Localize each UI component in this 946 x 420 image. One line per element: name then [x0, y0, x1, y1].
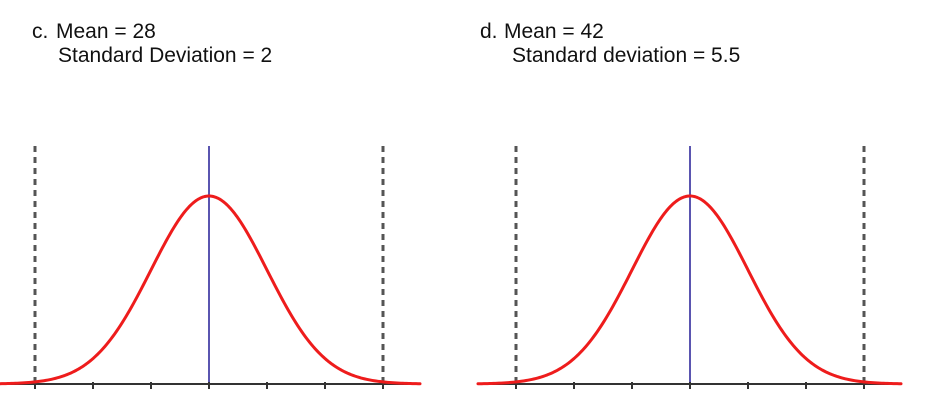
problem-d-mean-text: Mean = 42 [504, 20, 604, 43]
normal-curve-chart-d [476, 146, 903, 389]
problem-c-sd-label: Standard Deviation = 2 [58, 44, 273, 67]
problem-d-panel: d. Mean = 42 Standard deviation = 5.5 [470, 0, 946, 420]
problem-c-letter: c. [32, 20, 49, 43]
problem-c-mean-text: Mean = 28 [56, 20, 156, 43]
problem-c-panel: c. Mean = 28 Standard Deviation = 2 [0, 0, 470, 420]
problem-d-mean-label: d. Mean = 42 [480, 20, 604, 44]
problem-c-mean-label: c. Mean = 28 [32, 20, 156, 44]
problem-d-sd-label: Standard deviation = 5.5 [512, 44, 741, 67]
normal-curve-d [476, 194, 903, 386]
problem-d-letter: d. [480, 20, 498, 43]
normal-curve-c [0, 194, 422, 386]
normal-curve-chart-c [0, 146, 422, 389]
